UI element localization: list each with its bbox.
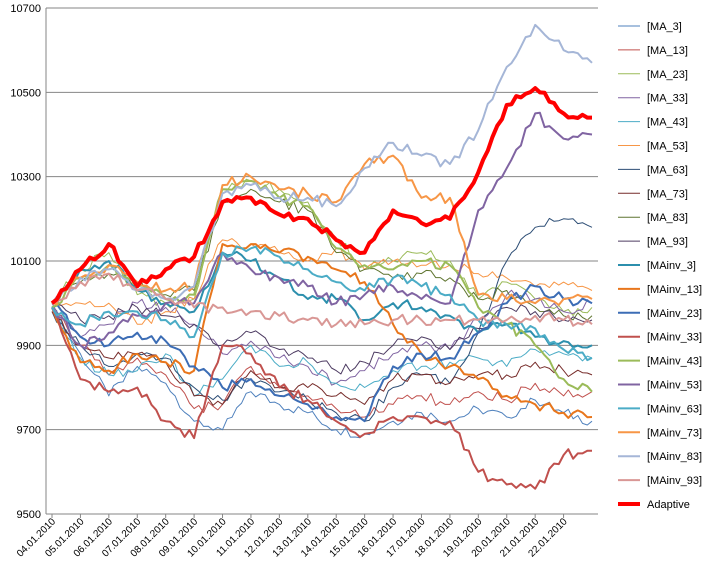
- series-line: [51, 311, 593, 406]
- series-line: [52, 302, 593, 375]
- legend-label: [MAinv_23]: [647, 308, 702, 320]
- y-tick-label: 10500: [10, 87, 41, 99]
- legend-label: [MA_43]: [647, 117, 688, 129]
- legend-label: [MA_13]: [647, 45, 688, 57]
- series-line: [51, 238, 593, 325]
- series-line: [50, 86, 592, 305]
- y-tick-label: 10700: [10, 3, 41, 15]
- legend-label: [MA_73]: [647, 188, 688, 200]
- series-line: [51, 243, 593, 419]
- legend-label: [MAinv_83]: [647, 451, 702, 463]
- series-line: [51, 306, 592, 490]
- legend-label: [MAinv_13]: [647, 284, 702, 296]
- legend-label: [MAinv_43]: [647, 356, 702, 368]
- y-tick-label: 9900: [17, 340, 41, 352]
- legend-label: [MA_3]: [647, 21, 682, 33]
- legend-label: [MAinv_93]: [647, 475, 702, 487]
- series-line: [51, 154, 593, 306]
- legend-label: [MA_63]: [647, 164, 688, 176]
- series-lines: [50, 23, 593, 490]
- x-axis: 04.01.201005.01.201006.01.201007.01.2010…: [15, 514, 570, 560]
- y-tick-label: 9700: [17, 425, 41, 437]
- legend-label: [MAinv_63]: [647, 403, 702, 415]
- legend-label: [MAinv_53]: [647, 380, 702, 392]
- legend-label: Adaptive: [647, 499, 690, 511]
- legend-label: [MA_23]: [647, 69, 688, 81]
- series-line: [51, 111, 593, 350]
- legend-label: [MAinv_33]: [647, 332, 702, 344]
- series-line: [51, 23, 593, 304]
- y-tick-label: 9500: [17, 509, 41, 521]
- legend-label: [MAinv_73]: [647, 427, 702, 439]
- series-line: [51, 307, 593, 418]
- legend: [MA_3] [MA_13] [MA_23] [MA_33] [MA_43] [MA_53…: [618, 21, 702, 511]
- legend-label: [MA_83]: [647, 212, 688, 224]
- legend-label: [MA_53]: [647, 141, 688, 153]
- series-line: [51, 272, 593, 329]
- y-axis: 9500 9700 9900 10100 10300 10500 10700: [10, 3, 41, 521]
- legend-label: [MA_93]: [647, 236, 688, 248]
- gridlines: [45, 7, 598, 515]
- series-line: [51, 250, 593, 349]
- y-tick-label: 10100: [10, 256, 41, 268]
- series-line: [51, 245, 593, 362]
- series-line: [51, 306, 593, 439]
- series-line: [51, 283, 593, 423]
- legend-label: [MA_33]: [647, 93, 688, 105]
- series-line: [51, 217, 593, 422]
- legend-label: [MAinv_3]: [647, 260, 696, 272]
- series-line: [51, 188, 593, 321]
- y-tick-label: 10300: [10, 172, 41, 184]
- series-line: [51, 307, 593, 397]
